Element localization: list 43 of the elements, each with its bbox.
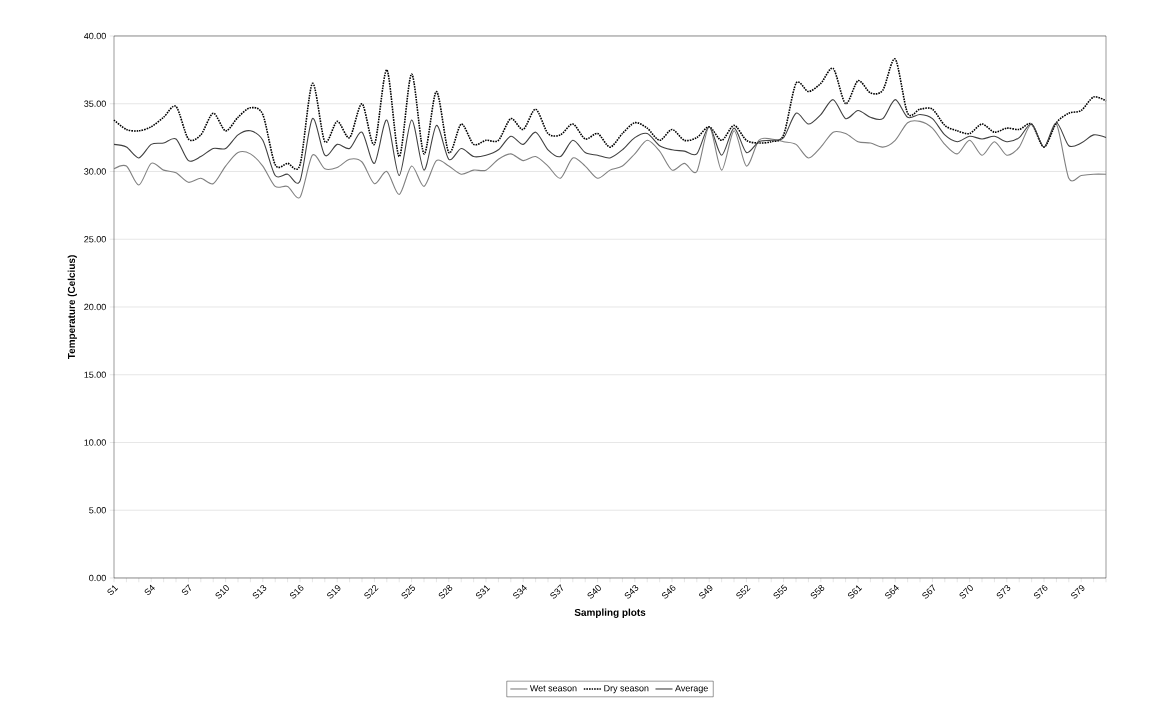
line-series xyxy=(113,120,1107,198)
legend-label: Dry season xyxy=(604,685,649,694)
x-tick-label: S28 xyxy=(438,584,453,599)
legend-label: Average xyxy=(675,685,708,694)
x-tick-label: S49 xyxy=(699,585,713,599)
x-tick-label: S58 xyxy=(810,584,825,599)
x-tick-label: S19 xyxy=(327,585,341,599)
line-series xyxy=(113,99,1107,182)
y-tick-label: 10.00 xyxy=(84,439,106,446)
y-tick-label: 20.00 xyxy=(84,303,106,311)
y-axis-title: Temperature (Celcius) xyxy=(67,255,77,360)
x-tick-label: S25 xyxy=(401,584,416,599)
y-tick-label: 0.00 xyxy=(89,574,106,582)
x-axis-title: Sampling plots xyxy=(574,608,646,618)
x-tick-label: S22 xyxy=(364,584,379,599)
x-tick-label: S79 xyxy=(1071,585,1085,599)
x-tick-label: S46 xyxy=(661,584,676,599)
y-tick-label: 35.00 xyxy=(84,100,106,107)
x-tick-label: S52 xyxy=(736,584,751,599)
x-tick-label: S31 xyxy=(475,585,491,599)
x-tick-label: S37 xyxy=(550,584,564,599)
x-tick-label: S40 xyxy=(587,585,601,599)
x-tick-label: S16 xyxy=(289,584,304,599)
x-tick-label: S70 xyxy=(959,585,973,599)
x-tick-label: S67 xyxy=(922,584,936,599)
x-tick-label: S34 xyxy=(513,584,527,599)
x-tick-label: S7 xyxy=(181,584,192,596)
legend-label: Wet season xyxy=(529,685,577,692)
y-tick-label: 15.00 xyxy=(84,371,106,378)
x-tick-label: S55 xyxy=(773,584,788,599)
y-tick-label: 25.00 xyxy=(84,236,106,243)
x-tick-label: S64 xyxy=(885,584,899,599)
x-tick-label: S13 xyxy=(252,584,267,599)
y-tick-label: 30.00 xyxy=(84,168,106,175)
y-tick-label: 5.00 xyxy=(89,507,106,514)
x-tick-label: S76 xyxy=(1033,584,1048,599)
x-tick-label: S4 xyxy=(144,584,155,596)
x-tick-label: S1 xyxy=(107,585,119,596)
x-tick-label: S73 xyxy=(996,584,1011,599)
x-tick-label: S61 xyxy=(847,585,863,599)
x-tick-label: S43 xyxy=(624,584,639,599)
x-tick-label: S10 xyxy=(215,585,229,599)
y-tick-label: 40.00 xyxy=(84,32,106,40)
